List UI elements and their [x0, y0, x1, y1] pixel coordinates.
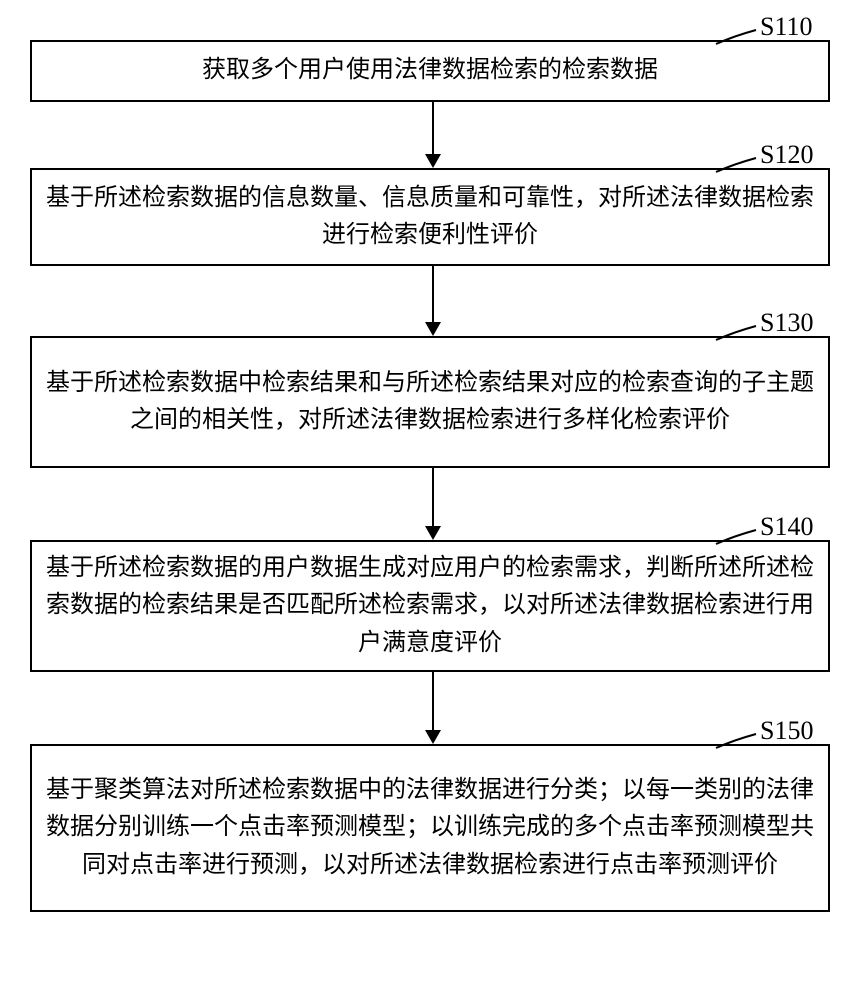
- step-text: 基于聚类算法对所述检索数据中的法律数据进行分类；以每一类别的法律数据分别训练一个…: [44, 772, 816, 884]
- step-box-s120: 基于所述检索数据的信息数量、信息质量和可靠性，对所述法律数据检索进行检索便利性评…: [30, 168, 830, 266]
- step-text: 基于所述检索数据中检索结果和与所述检索结果对应的检索查询的子主题之间的相关性，对…: [44, 365, 816, 439]
- flow-arrow: [423, 102, 443, 168]
- step-text: 获取多个用户使用法律数据检索的检索数据: [202, 52, 658, 89]
- step-label-s110: S110: [760, 14, 813, 40]
- step-box-s110: 获取多个用户使用法律数据检索的检索数据: [30, 40, 830, 102]
- flowchart-canvas: 获取多个用户使用法律数据检索的检索数据 S110 基于所述检索数据的信息数量、信息质…: [0, 0, 866, 1000]
- flow-arrow: [423, 266, 443, 336]
- step-box-s130: 基于所述检索数据中检索结果和与所述检索结果对应的检索查询的子主题之间的相关性，对…: [30, 336, 830, 468]
- step-label-s140: S140: [760, 514, 813, 540]
- callout-curve: [714, 28, 758, 46]
- step-label-s120: S120: [760, 142, 813, 168]
- callout-curve: [714, 528, 758, 546]
- flow-arrow: [423, 672, 443, 744]
- step-label-s150: S150: [760, 718, 813, 744]
- step-label-s130: S130: [760, 310, 813, 336]
- callout-curve: [714, 324, 758, 342]
- step-box-s150: 基于聚类算法对所述检索数据中的法律数据进行分类；以每一类别的法律数据分别训练一个…: [30, 744, 830, 912]
- step-text: 基于所述检索数据的信息数量、信息质量和可靠性，对所述法律数据检索进行检索便利性评…: [44, 180, 816, 254]
- step-box-s140: 基于所述检索数据的用户数据生成对应用户的检索需求，判断所述所述检索数据的检索结果…: [30, 540, 830, 672]
- callout-curve: [714, 732, 758, 750]
- flow-arrow: [423, 468, 443, 540]
- callout-curve: [714, 156, 758, 174]
- step-text: 基于所述检索数据的用户数据生成对应用户的检索需求，判断所述所述检索数据的检索结果…: [44, 550, 816, 662]
